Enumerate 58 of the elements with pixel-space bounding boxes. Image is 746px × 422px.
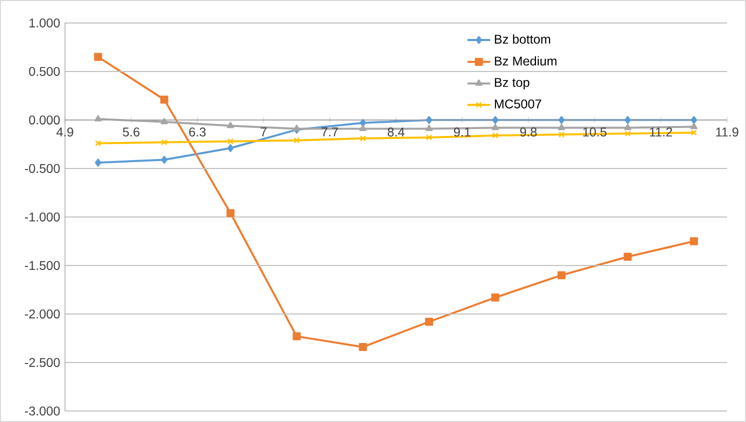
point — [558, 132, 565, 138]
y-tick-label: -3.000 — [24, 406, 60, 416]
y-tick-label: -2.000 — [24, 310, 60, 318]
point — [360, 118, 366, 127]
point — [624, 130, 631, 137]
point — [492, 124, 499, 130]
point — [359, 124, 366, 132]
point — [690, 237, 698, 246]
point — [161, 156, 168, 164]
y-tick-label: -2.500 — [24, 358, 60, 367]
point — [293, 124, 300, 132]
point — [624, 252, 632, 261]
point — [558, 124, 566, 130]
point — [294, 137, 300, 144]
legend-label: Bz Medium — [494, 56, 556, 66]
point — [161, 139, 168, 146]
legend-label: Bz top — [494, 78, 530, 90]
legend-label: MC5007 — [494, 99, 542, 108]
point — [425, 318, 434, 326]
point — [491, 294, 500, 302]
point — [492, 132, 498, 139]
point — [160, 96, 168, 104]
point — [624, 124, 632, 130]
y-tick-label: 0.500 — [29, 67, 60, 76]
point — [426, 116, 432, 124]
x-tick-label: 7 — [260, 128, 266, 136]
y-tick-label: -0.500 — [24, 164, 60, 173]
x-tick-label: 8.4 — [388, 128, 404, 137]
legend-label: Bz bottom — [494, 34, 550, 44]
x-tick-label: 6.3 — [189, 128, 206, 137]
point — [558, 271, 566, 280]
x-tick-label: 5.6 — [122, 128, 140, 137]
x-tick-label: 7.7 — [322, 128, 338, 136]
point — [227, 144, 234, 152]
point — [360, 135, 366, 142]
point — [358, 342, 367, 351]
point — [94, 158, 102, 167]
point — [94, 115, 102, 122]
x-tick-label: 11.9 — [716, 128, 738, 137]
point — [558, 116, 565, 124]
point — [227, 138, 234, 144]
point — [426, 124, 433, 132]
y-tick-label: -1.500 — [24, 261, 60, 270]
y-tick-label: 1.000 — [30, 18, 60, 28]
point — [426, 134, 432, 140]
point — [690, 122, 698, 130]
point — [226, 209, 234, 218]
point — [94, 52, 102, 61]
y-tick-label: 0.000 — [29, 116, 60, 124]
point — [226, 122, 234, 128]
point — [690, 116, 698, 124]
point — [292, 332, 301, 340]
point — [624, 116, 631, 124]
point — [492, 116, 498, 124]
point — [160, 118, 168, 124]
x-tick-label: 4.9 — [56, 128, 74, 137]
x-tick-label: 9.1 — [454, 128, 470, 137]
y-tick-label: -1.000 — [24, 212, 60, 222]
